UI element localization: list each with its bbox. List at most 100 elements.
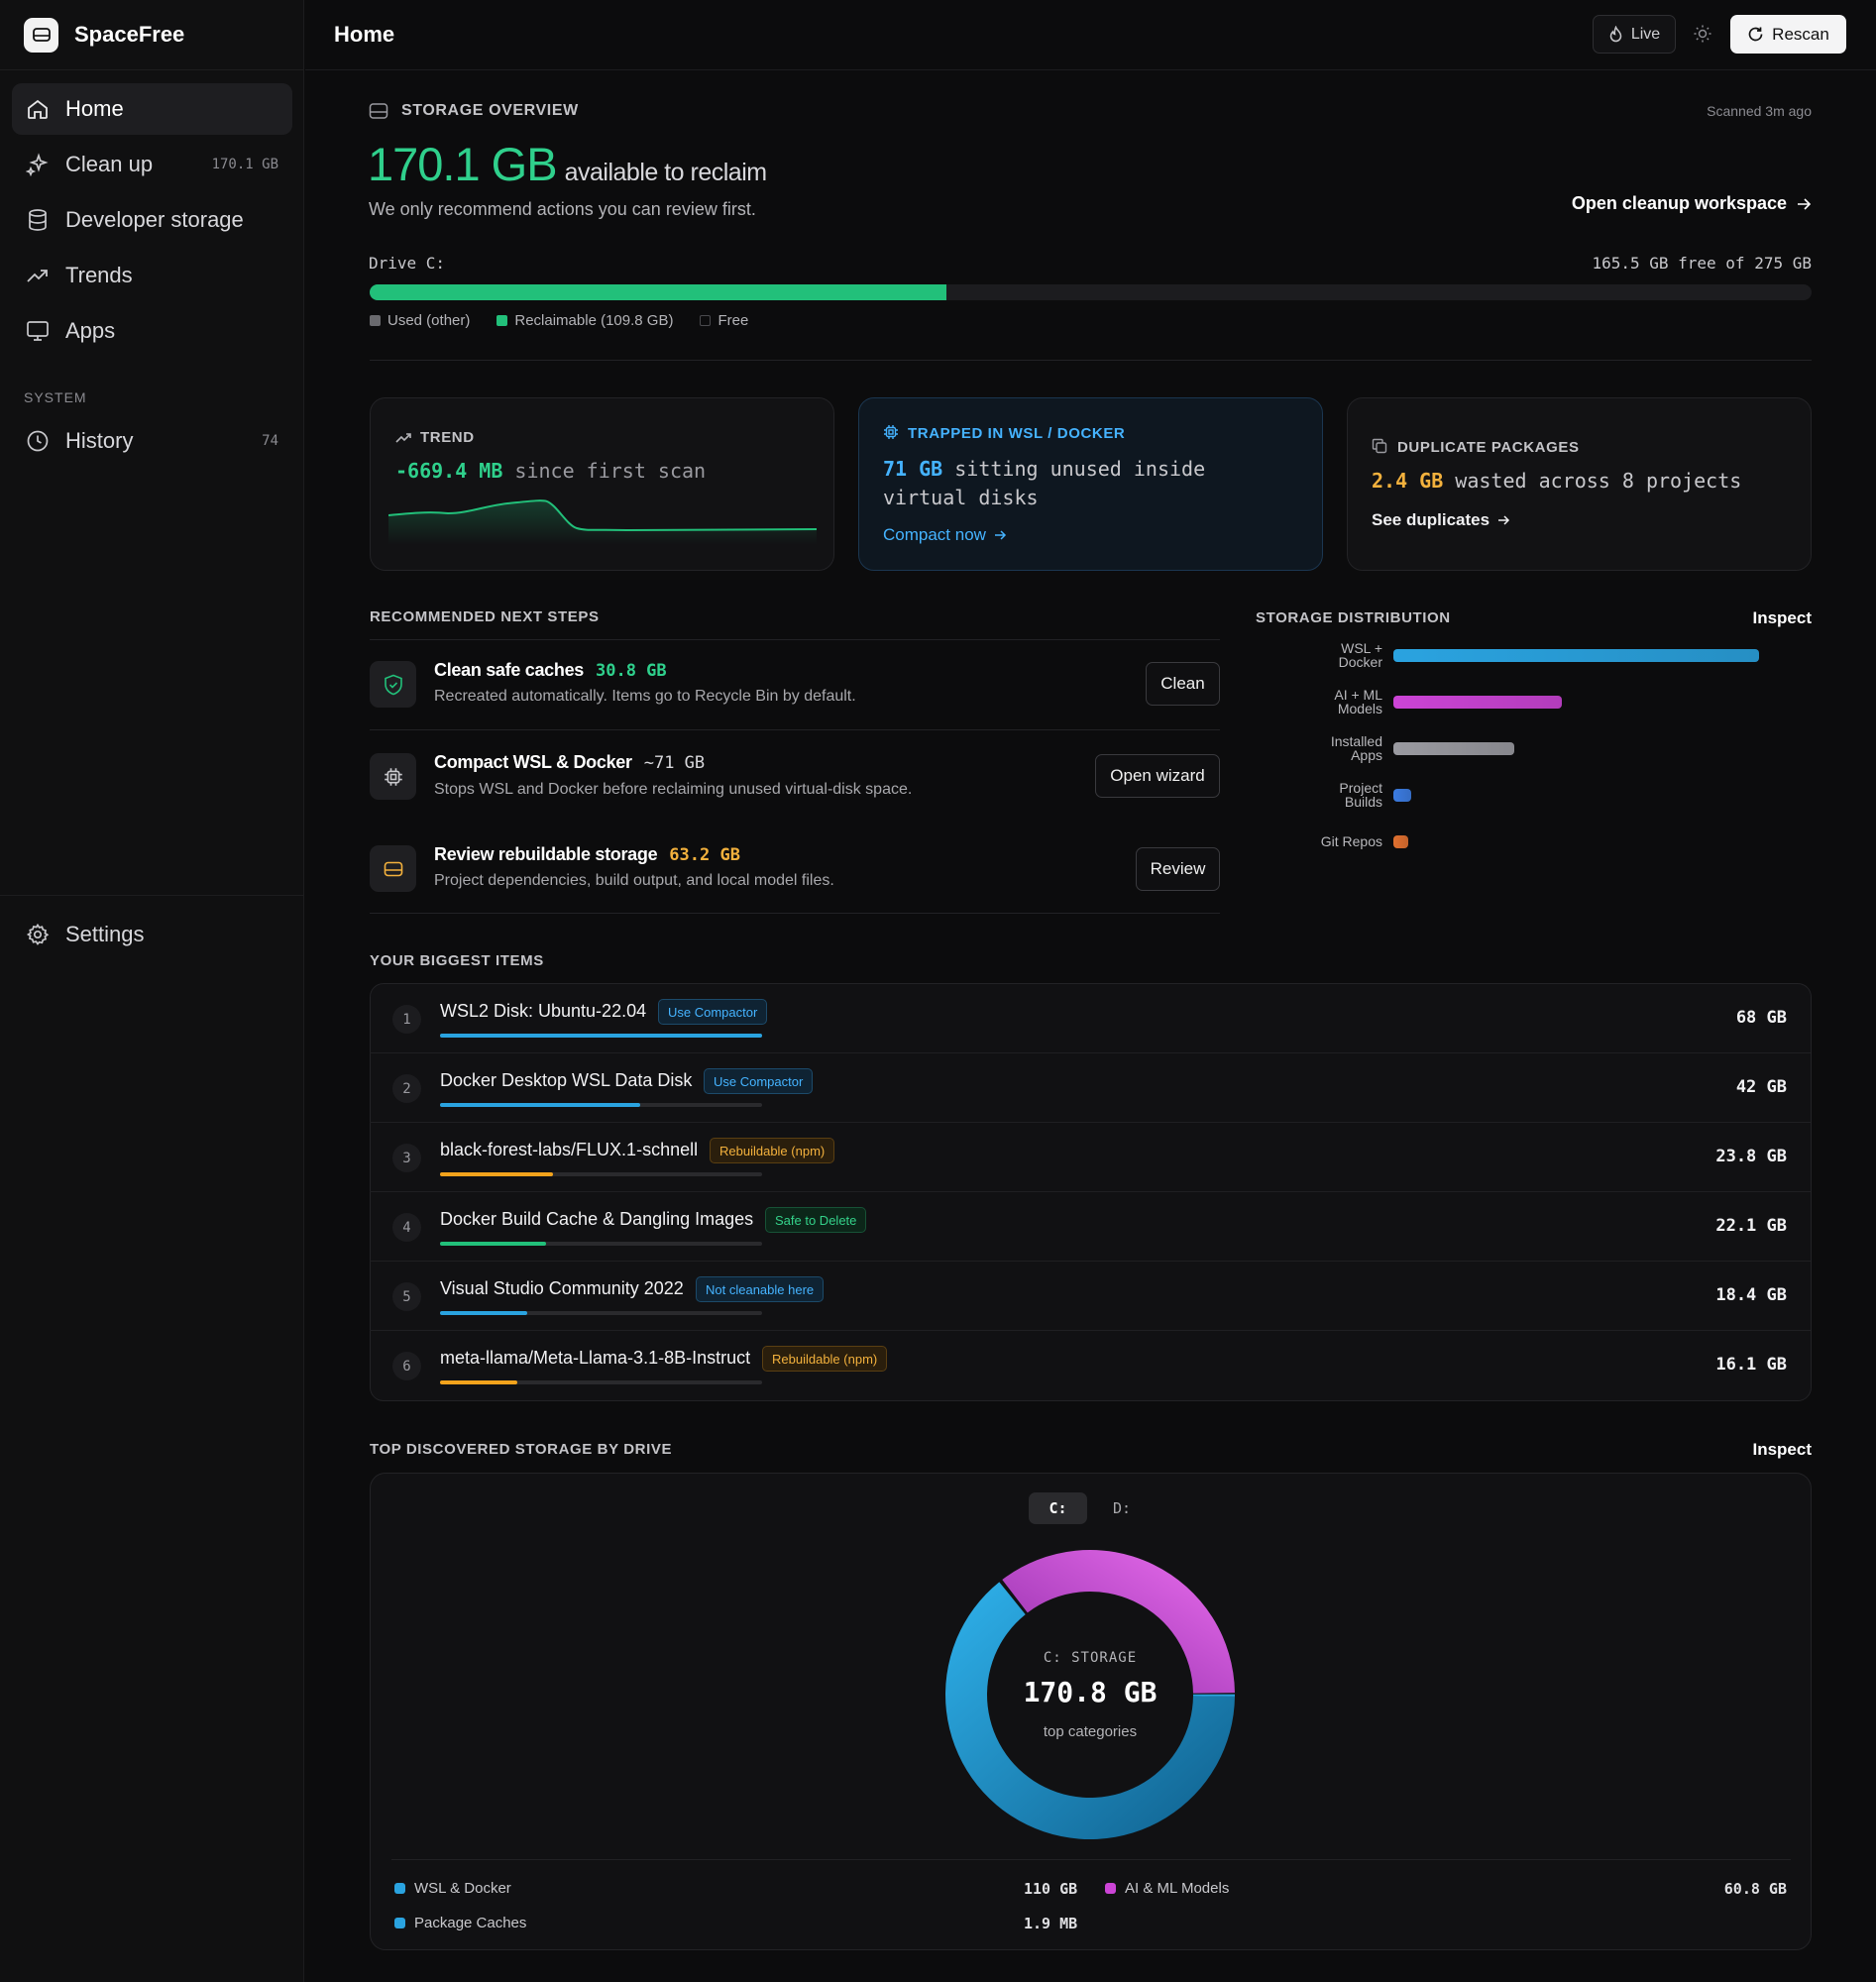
see-duplicates-label: See duplicates xyxy=(1372,510,1490,529)
open-wizard-button[interactable]: Open wizard xyxy=(1095,754,1220,798)
sidebar-item-settings[interactable]: Settings xyxy=(12,909,292,960)
step-amount: 63.2 GB xyxy=(669,845,740,865)
legend-ai-value: 60.8 GB xyxy=(1723,1880,1787,1898)
distribution-section-title: STORAGE DISTRIBUTION xyxy=(1256,609,1451,626)
brand[interactable]: SpaceFree xyxy=(24,17,184,53)
biggest-item-row[interactable]: 3 black-forest-labs/FLUX.1-schnell Rebuild… xyxy=(370,1123,1811,1192)
wsl-value-line: 71 GB sitting unused inside virtual disk… xyxy=(883,455,1205,512)
top-bar: Home xyxy=(305,0,1876,70)
database-icon xyxy=(29,209,47,231)
item-size: 16.1 GB xyxy=(1715,1355,1787,1375)
overview-subtitle: We only recommend actions you can review… xyxy=(369,199,756,219)
compact-now-link[interactable]: Compact now xyxy=(883,525,1007,545)
item-badge: Rebuildable (npm) xyxy=(710,1138,835,1163)
distribution-bar xyxy=(1393,742,1514,755)
item-size-track xyxy=(440,1103,762,1107)
reclaim-headline: 170.1 GB available to reclaim xyxy=(368,137,767,191)
tab-drive-d[interactable]: D: xyxy=(1112,1499,1132,1517)
live-label: Live xyxy=(1630,25,1661,43)
biggest-item-row[interactable]: 2 Docker Desktop WSL Data Disk Use Compact… xyxy=(370,1053,1811,1123)
sidebar-item-developer-storage[interactable]: Developer storage xyxy=(12,194,292,246)
drive-inspect-link[interactable]: Inspect xyxy=(1752,1440,1812,1459)
see-duplicates-link[interactable]: See duplicates xyxy=(1372,510,1510,530)
sidebar-item-label: Trends xyxy=(65,263,133,287)
step-desc: Stops WSL and Docker before reclaiming u… xyxy=(434,781,913,798)
legend-packages-name: Package Caches xyxy=(414,1915,527,1931)
reclaim-suffix: available to reclaim xyxy=(564,159,768,186)
workspace-link-label: Open cleanup workspace xyxy=(1571,193,1787,213)
live-toggle-button[interactable]: Live xyxy=(1593,15,1676,54)
distribution-bar xyxy=(1393,696,1562,709)
sidebar-item-cleanup[interactable]: Clean up 170.1 GB xyxy=(12,139,292,190)
sidebar-item-trends[interactable]: Trends xyxy=(12,250,292,301)
trend-card[interactable]: TREND -669.4 MB since first scan xyxy=(370,397,834,571)
distribution-bar xyxy=(1393,649,1759,662)
sidebar-item-apps[interactable]: Apps xyxy=(12,305,292,357)
item-size-fill xyxy=(440,1380,517,1384)
sidebar-section-system: SYSTEM xyxy=(24,389,87,405)
refresh-icon xyxy=(1748,27,1763,42)
step-desc: Recreated automatically. Items go to Rec… xyxy=(434,688,856,705)
step-amount: 30.8 GB xyxy=(596,661,667,681)
item-rank: 3 xyxy=(392,1144,421,1172)
item-size: 68 GB xyxy=(1735,1008,1787,1028)
distribution-bar xyxy=(1393,835,1408,848)
legend-used: Used (other) xyxy=(387,312,471,329)
biggest-item-row[interactable]: 1 WSL2 Disk: Ubuntu-22.04 Use Compactor 68 … xyxy=(370,984,1811,1053)
legend-wsl-value: 110 GB xyxy=(1024,1880,1078,1898)
trend-sparkline xyxy=(388,499,817,545)
biggest-item-row[interactable]: 5 Visual Studio Community 2022 Not cleanab… xyxy=(370,1262,1811,1331)
clean-button[interactable]: Clean xyxy=(1146,662,1220,706)
legend-swatch-reclaimable xyxy=(497,315,508,326)
duplicates-value-line: 2.4 GB wasted across 8 projects xyxy=(1372,469,1741,493)
sidebar-item-history[interactable]: History 74 xyxy=(12,415,292,467)
legend-swatch-packages xyxy=(394,1918,405,1928)
item-size-track xyxy=(440,1311,762,1315)
sidebar-item-home[interactable]: Home xyxy=(12,83,292,135)
drive-section-title: TOP DISCOVERED STORAGE BY DRIVE xyxy=(370,1441,673,1458)
wsl-caption: sitting unused inside xyxy=(954,457,1206,481)
step-title-line: Review rebuildable storage 63.2 GB xyxy=(434,844,740,865)
review-button[interactable]: Review xyxy=(1136,847,1220,891)
item-badge: Use Compactor xyxy=(658,999,768,1025)
item-badge: Use Compactor xyxy=(704,1068,814,1094)
open-cleanup-workspace-link[interactable]: Open cleanup workspace xyxy=(1572,193,1812,214)
wsl-docker-card[interactable]: TRAPPED IN WSL / DOCKER 71 GB sitting un… xyxy=(858,397,1323,571)
item-size-fill xyxy=(440,1311,527,1315)
divider xyxy=(370,913,1220,914)
divider xyxy=(0,69,304,70)
drive-icon xyxy=(384,861,402,876)
steps-section-title: RECOMMENDED NEXT STEPS xyxy=(370,608,600,625)
legend-swatch-used xyxy=(370,315,381,326)
step-title: Review rebuildable storage xyxy=(434,844,658,864)
trend-value: -669.4 MB xyxy=(395,459,503,483)
item-size-fill xyxy=(440,1172,553,1176)
app-logo-icon xyxy=(24,17,58,53)
biggest-item-row[interactable]: 4 Docker Build Cache & Dangling Images Saf… xyxy=(370,1192,1811,1262)
donut-center-label: C: STORAGE xyxy=(1043,1650,1138,1666)
distribution-label: AI + ML Models xyxy=(1334,687,1382,716)
item-size: 18.4 GB xyxy=(1715,1285,1787,1305)
distribution-inspect-link[interactable]: Inspect xyxy=(1752,608,1812,627)
item-name: black-forest-labs/FLUX.1-schnell xyxy=(440,1140,699,1159)
biggest-section-title: YOUR BIGGEST ITEMS xyxy=(370,952,544,969)
item-size: 42 GB xyxy=(1735,1077,1787,1097)
legend-swatch-wsl xyxy=(394,1883,405,1894)
legend-packages-value: 1.9 MB xyxy=(1024,1915,1078,1932)
biggest-item-row[interactable]: 6 meta-llama/Meta-Llama-3.1-8B-Instruct Re… xyxy=(370,1331,1811,1400)
step-amount: ~71 GB xyxy=(643,753,706,773)
item-name: Docker Build Cache & Dangling Images xyxy=(440,1209,754,1229)
duplicates-value: 2.4 GB xyxy=(1372,469,1444,493)
theme-toggle-button[interactable] xyxy=(1691,22,1714,46)
sidebar-item-label: Clean up xyxy=(65,152,154,176)
donut-slice xyxy=(1192,1694,1235,1697)
tab-drive-c[interactable]: C: xyxy=(1029,1492,1087,1524)
item-rank: 6 xyxy=(392,1352,421,1380)
trend-caption: since first scan xyxy=(514,459,707,483)
duplicates-card[interactable]: DUPLICATE PACKAGES 2.4 GB wasted across … xyxy=(1347,397,1812,571)
rescan-button[interactable]: Rescan xyxy=(1730,15,1846,54)
item-rank: 5 xyxy=(392,1282,421,1311)
step-title-line: Compact WSL & Docker ~71 GB xyxy=(434,752,705,773)
step-title: Compact WSL & Docker xyxy=(434,752,632,772)
trending-up-icon xyxy=(395,433,411,443)
